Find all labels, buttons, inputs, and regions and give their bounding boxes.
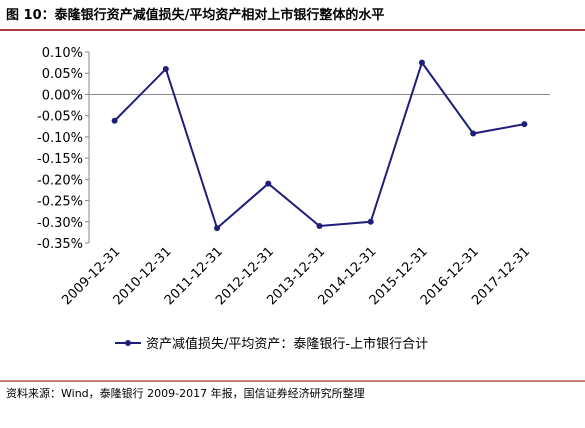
point [111, 117, 118, 124]
y-tick-label: 0.00% [42, 88, 83, 103]
y-tick-label: 0.10% [42, 46, 83, 61]
y-tick-label: -0.35% [37, 237, 83, 252]
legend-label: 资产减值损失/平均资产：泰隆银行-上市银行合计 [146, 336, 428, 352]
y-tick-label: -0.20% [37, 173, 83, 188]
series-line [113, 60, 525, 230]
y-tick-label: -0.05% [37, 110, 83, 125]
point [367, 218, 374, 225]
y-tick-label: -0.10% [37, 131, 83, 146]
point [316, 223, 323, 230]
point [265, 180, 272, 187]
point [470, 130, 477, 137]
y-tick-label: -0.30% [37, 216, 83, 231]
legend-marker [125, 340, 131, 346]
point [162, 65, 169, 72]
point [521, 121, 528, 128]
y-tick-label: -0.25% [37, 195, 83, 210]
y-tick-label: -0.15% [37, 152, 83, 167]
source-note: 资料来源：Wind，泰隆银行 2009-2017 年报，国信证券经济研究所整理 [6, 386, 365, 400]
point [418, 59, 425, 66]
y-tick-label: 0.05% [42, 67, 83, 82]
chart-title: 图 10：泰隆银行资产减值损失/平均资产相对上市银行整体的水平 [6, 7, 384, 23]
point [214, 225, 221, 232]
